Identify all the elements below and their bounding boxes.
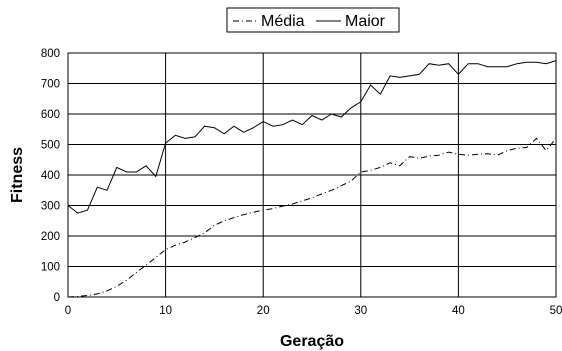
x-tick-label: 0 xyxy=(65,305,71,317)
x-tick-label: 50 xyxy=(550,305,562,317)
y-tick-label: 200 xyxy=(41,231,60,243)
y-tick-label: 500 xyxy=(41,140,60,152)
series-group xyxy=(67,60,557,298)
x-axis-title: Geração xyxy=(280,333,344,350)
y-tick-label: 0 xyxy=(54,292,60,304)
series-line-maior xyxy=(67,60,557,214)
x-tick-labels: 0 10 20 30 40 50 xyxy=(65,305,562,317)
legend-box xyxy=(226,7,400,33)
x-tick-label: 40 xyxy=(452,305,465,317)
y-tick-label: 700 xyxy=(41,79,60,91)
y-tick-label: 100 xyxy=(41,262,60,274)
y-tick-label: 400 xyxy=(41,170,60,182)
legend: Média Maior xyxy=(226,7,400,33)
legend-label-media: Média xyxy=(261,13,305,30)
y-axis-title: Fitness xyxy=(9,147,26,203)
x-tick-label: 10 xyxy=(159,305,172,317)
x-tick-label: 20 xyxy=(257,305,270,317)
y-tick-labels: 0 100 200 300 400 500 600 700 800 xyxy=(41,48,60,304)
y-tick-label: 300 xyxy=(41,201,60,213)
series-line-media xyxy=(67,137,557,298)
y-tick-label: 800 xyxy=(41,48,60,60)
y-tick-label: 600 xyxy=(41,109,60,121)
gridlines xyxy=(67,52,557,298)
plot-area xyxy=(67,52,557,298)
legend-label-maior: Maior xyxy=(345,13,386,30)
x-tick-label: 30 xyxy=(354,305,367,317)
